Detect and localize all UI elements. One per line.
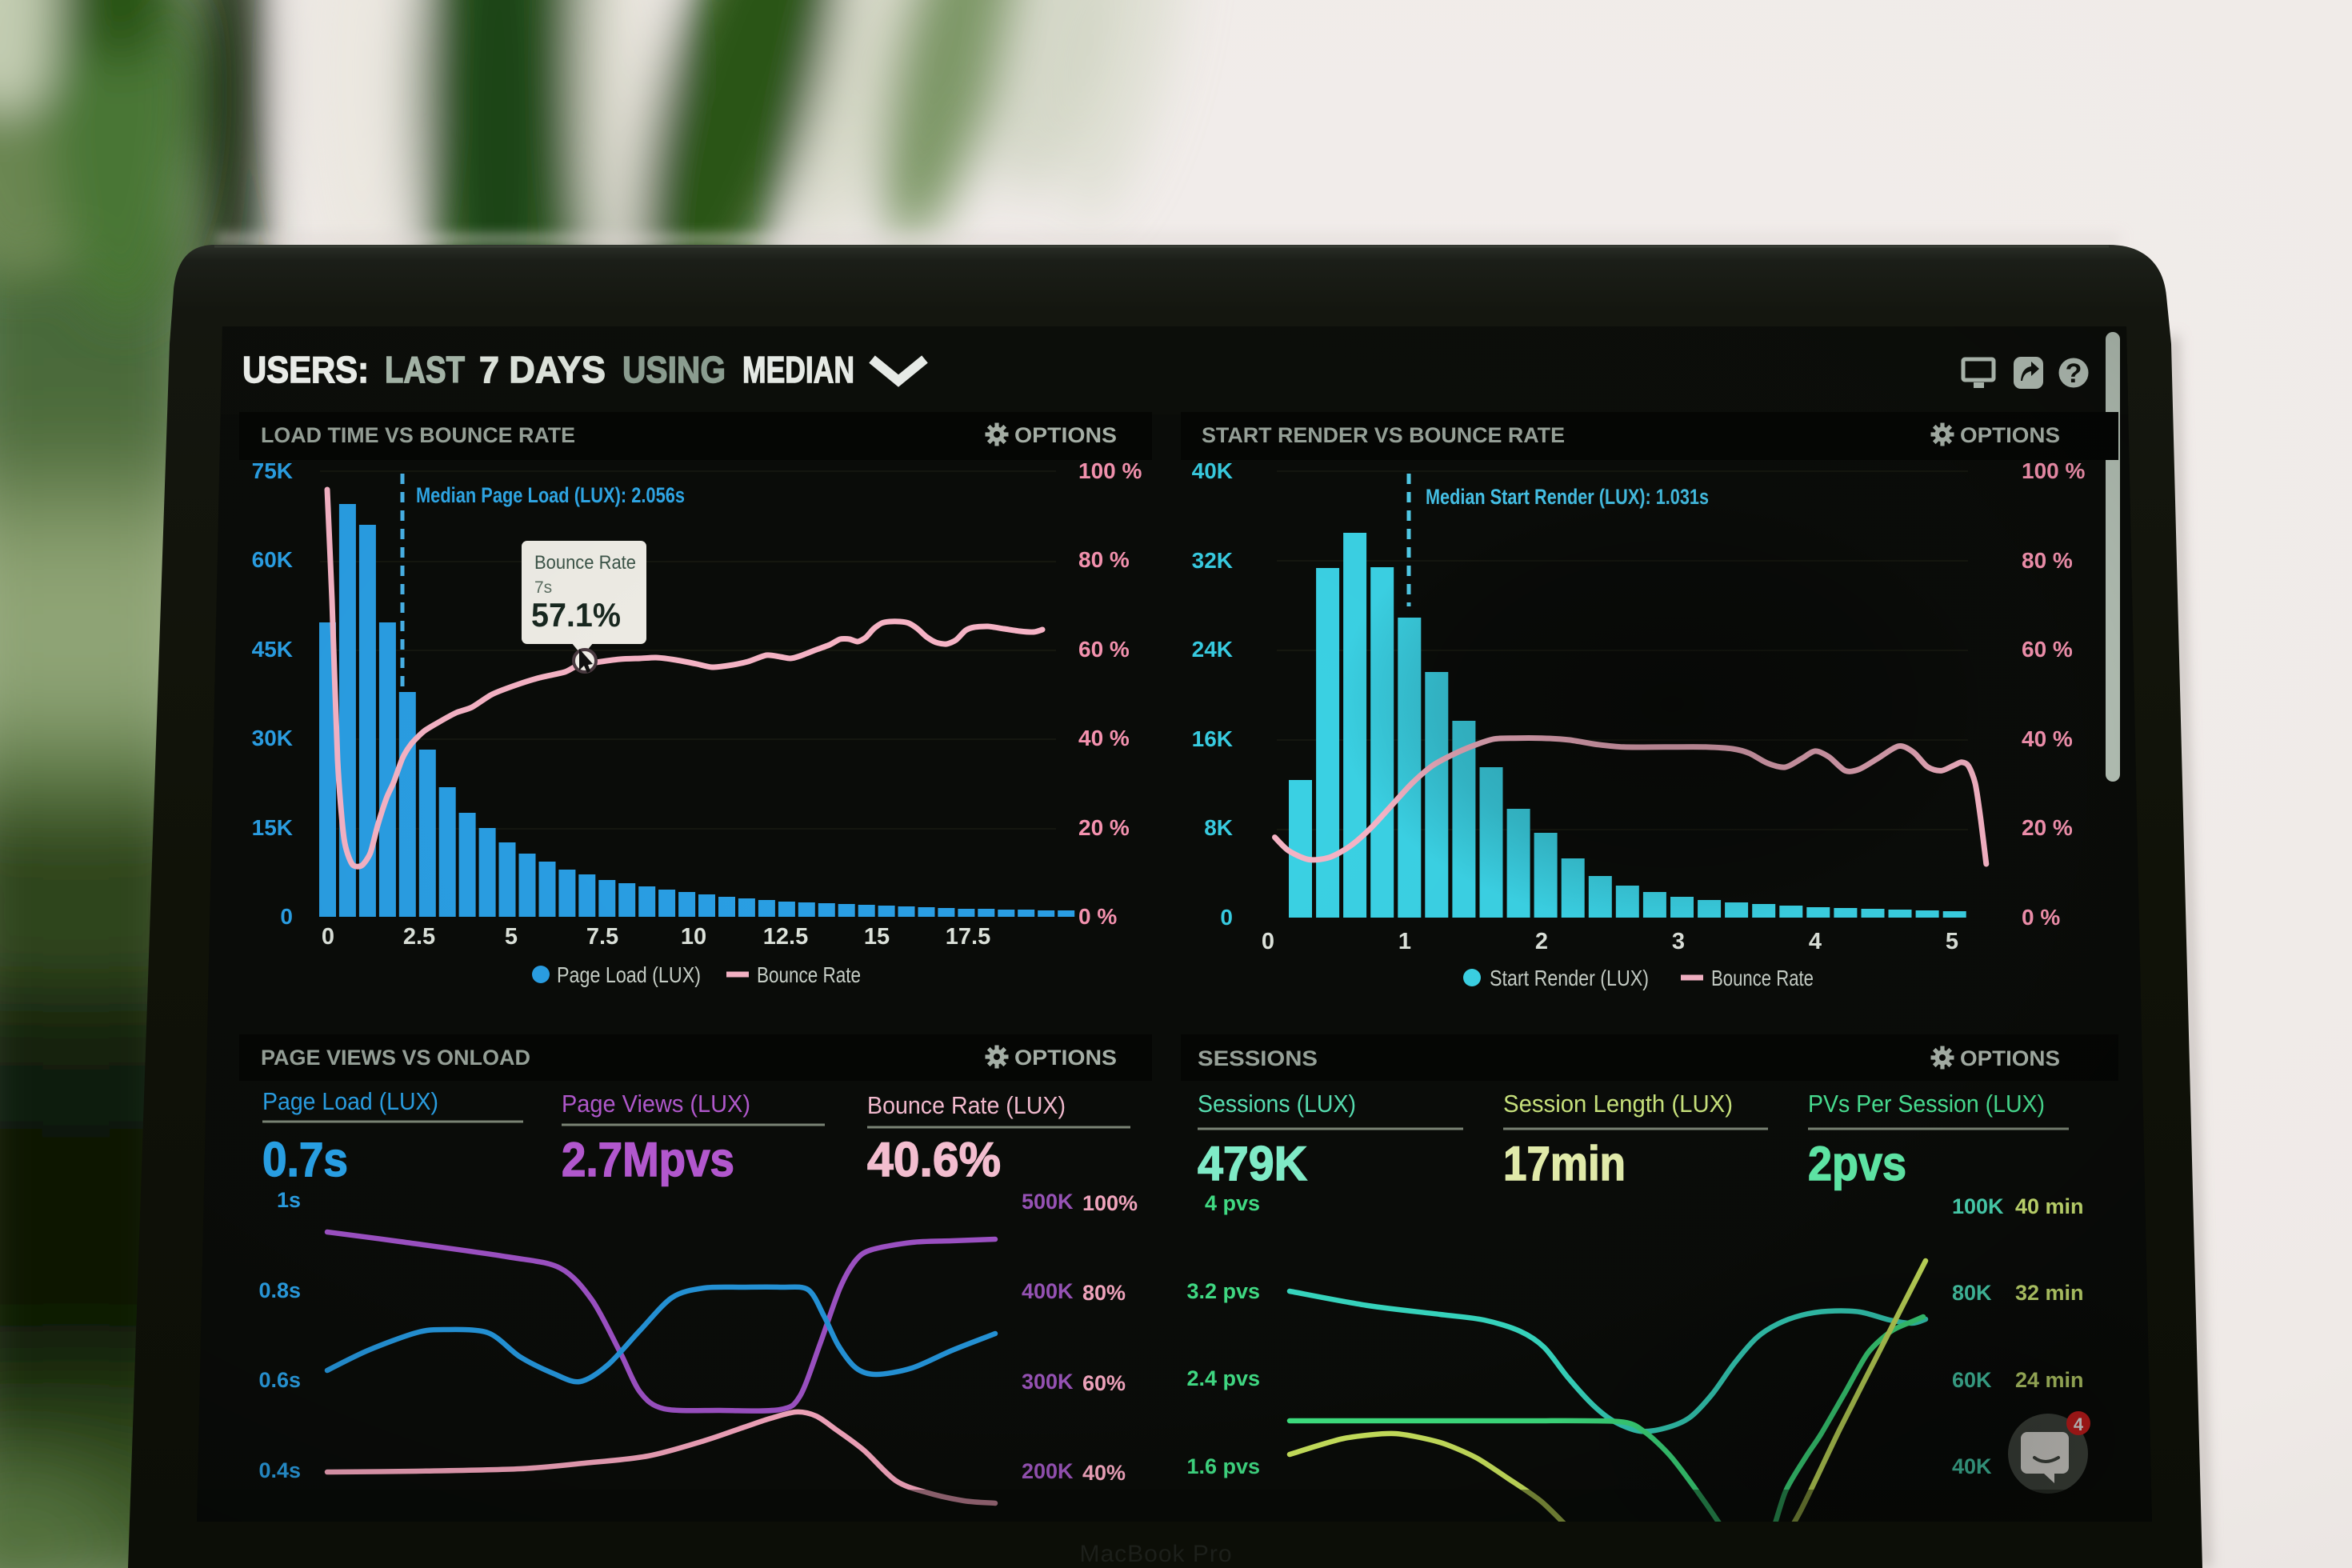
svg-text:MacBook Pro: MacBook Pro [1079, 1541, 1232, 1567]
